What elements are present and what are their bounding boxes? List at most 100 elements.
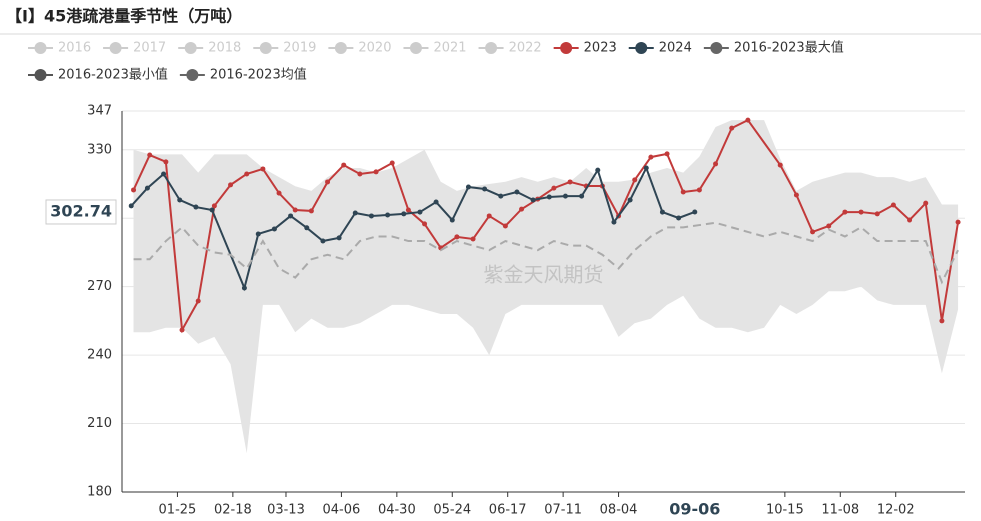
legend-marker: [34, 42, 47, 54]
legend-marker: [485, 42, 498, 54]
point: [288, 213, 294, 219]
point: [465, 184, 471, 190]
legend-marker: [109, 42, 122, 54]
point: [664, 151, 670, 157]
legend-label: 2021: [433, 41, 466, 56]
legend-item: 2017: [103, 41, 166, 56]
point: [519, 206, 525, 212]
point: [163, 159, 169, 165]
legend-item: 2016-2023均值: [179, 67, 307, 83]
x-tick-label: 01-25: [159, 503, 197, 518]
point: [680, 189, 686, 195]
legend-item: 2021: [403, 41, 467, 56]
x-tick-label: 06-17: [489, 503, 527, 518]
point: [177, 197, 183, 203]
point: [389, 160, 395, 166]
y-tick-label: 347: [87, 104, 112, 119]
legend-marker: [34, 69, 47, 81]
x-tick-label: 11-08: [821, 503, 859, 518]
watermark: 紫金天风期货: [484, 263, 604, 287]
legend-marker: [409, 42, 422, 54]
chart-title: 【I】45港疏港量季节性（万吨）: [6, 7, 242, 26]
band-area: [133, 120, 959, 454]
legend-label: 2022: [509, 41, 542, 56]
x-tick-label: 05-24: [433, 503, 471, 518]
point: [385, 212, 391, 218]
legend-label: 2023: [584, 41, 617, 56]
point: [470, 236, 476, 242]
point: [514, 189, 520, 195]
point: [320, 238, 326, 244]
series-line: [133, 221, 959, 285]
point: [131, 187, 137, 193]
point: [874, 211, 880, 217]
point: [292, 207, 298, 213]
legend-label: 2018: [208, 41, 241, 56]
y-tick-label: 270: [87, 279, 112, 294]
point: [422, 221, 428, 227]
point: [777, 162, 783, 168]
point: [255, 231, 261, 237]
point: [357, 171, 363, 177]
x-tick-label: 04-30: [378, 503, 416, 518]
pointer-x-box: [662, 495, 727, 521]
point: [195, 298, 201, 304]
point: [179, 327, 185, 333]
point: [729, 125, 735, 131]
point: [530, 197, 536, 203]
point: [842, 209, 848, 215]
point: [923, 200, 929, 206]
point: [417, 209, 423, 215]
point: [260, 166, 266, 172]
legend-label: 2016-2023最小值: [58, 67, 168, 83]
legend-item: 2024: [628, 41, 692, 56]
legend-item: 2023: [553, 41, 617, 56]
point: [546, 194, 552, 200]
legend-item: 2022: [478, 41, 542, 56]
legend-item: 2019: [253, 41, 316, 56]
point: [241, 285, 247, 291]
x-tick-label: 08-04: [600, 503, 638, 518]
legend-item: 2018: [178, 41, 241, 56]
legend-label: 2024: [659, 41, 692, 56]
point: [676, 215, 682, 221]
point: [276, 190, 282, 196]
point: [352, 210, 358, 216]
point: [696, 187, 702, 193]
y-tick-label: 210: [87, 416, 112, 431]
pointer-y-label: 302.74: [50, 201, 112, 220]
point: [611, 219, 617, 225]
point: [405, 207, 411, 213]
point: [643, 165, 649, 171]
point: [454, 234, 460, 240]
pointer-y-box: [45, 199, 117, 225]
legend-label: 2020: [358, 41, 391, 56]
point: [939, 318, 945, 324]
point: [401, 211, 407, 217]
point: [955, 219, 961, 225]
x-tick-label: 02-18: [214, 503, 252, 518]
legend-label: 2019: [283, 41, 316, 56]
point: [826, 223, 832, 229]
legend-label: 2017: [133, 41, 166, 56]
point: [144, 185, 150, 191]
point: [659, 209, 665, 215]
y-tick-label: 180: [87, 485, 112, 500]
point: [433, 199, 439, 205]
legend-item: 2016-2023最大值: [703, 40, 844, 56]
point: [308, 208, 314, 214]
point: [373, 169, 379, 175]
point: [907, 217, 913, 223]
legend-label: 2016: [58, 41, 91, 56]
point: [567, 179, 573, 185]
legend-marker: [334, 42, 347, 54]
legend-marker: [259, 42, 272, 54]
legend-marker: [710, 42, 723, 54]
legend-marker: [186, 69, 199, 81]
point: [128, 203, 134, 209]
point: [692, 209, 698, 215]
legend-marker: [635, 42, 648, 54]
point: [244, 171, 250, 177]
point: [341, 162, 347, 168]
point: [209, 207, 215, 213]
